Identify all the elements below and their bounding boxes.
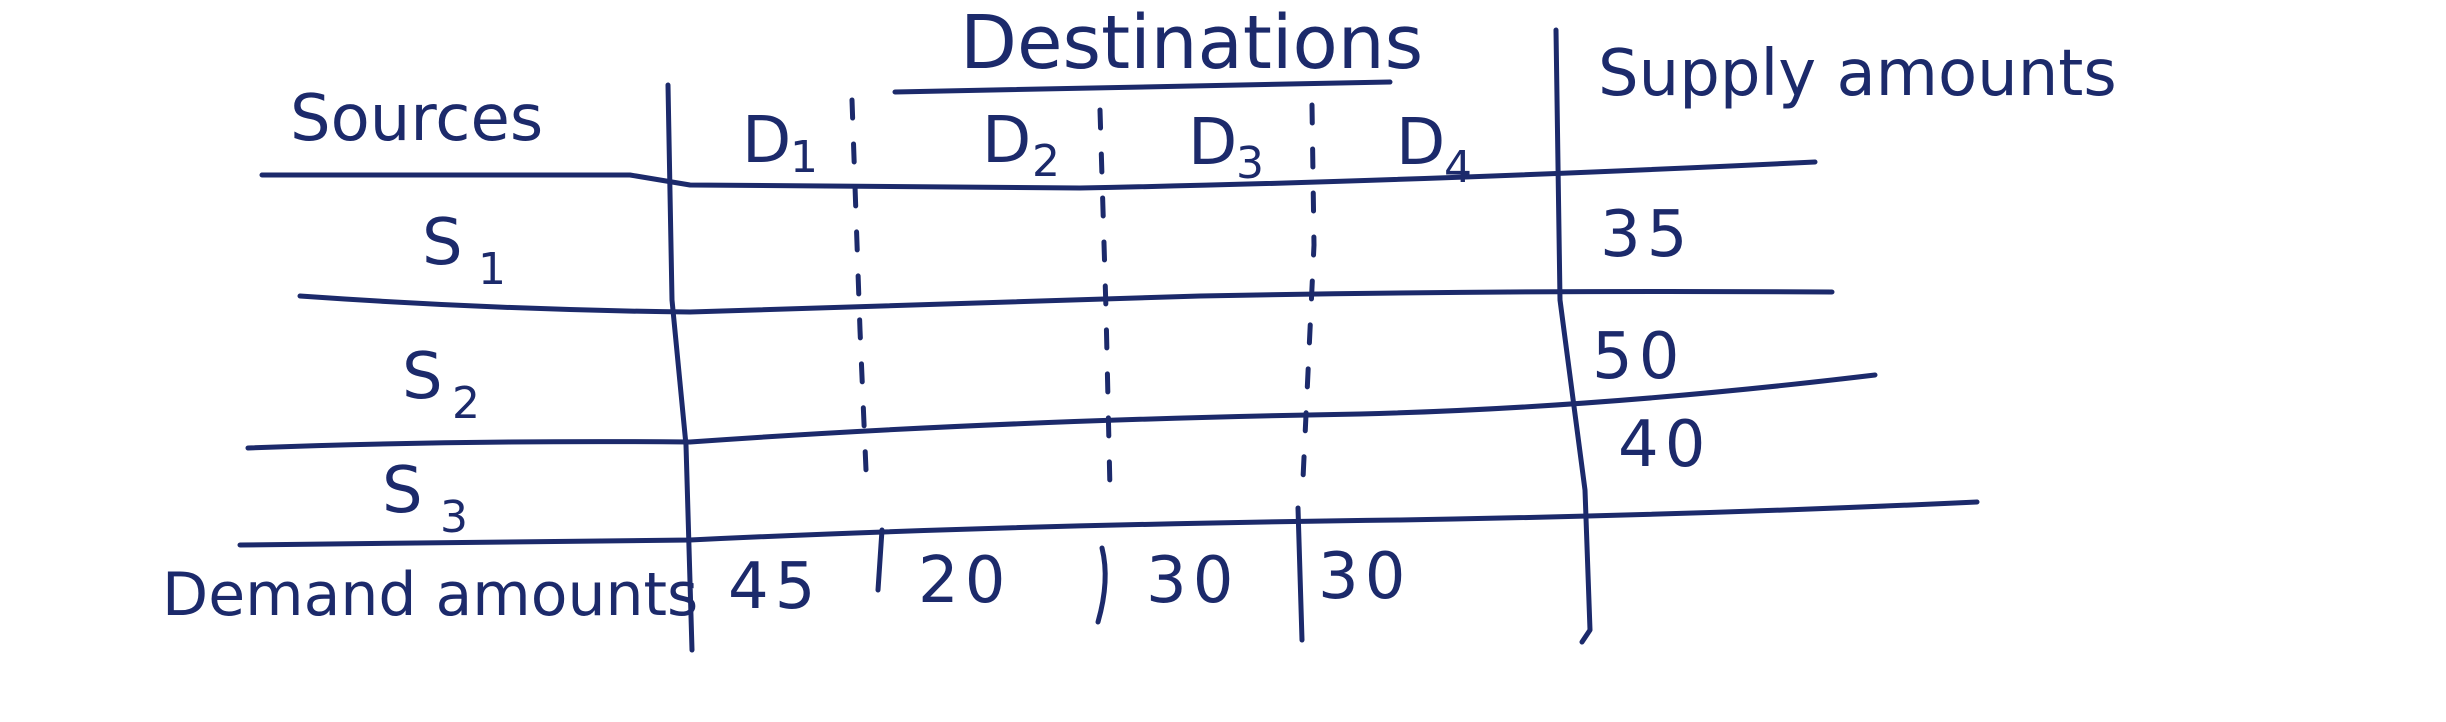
destinations-title: Destinations (960, 0, 1423, 86)
supply-amount-s3: 40 (1618, 408, 1711, 482)
source-S1: S 1 (422, 206, 506, 295)
svg-text:D: D (742, 104, 791, 178)
demand-title: Demand amounts (162, 560, 698, 630)
supply-title: Supply amounts (1598, 37, 2117, 111)
demand-amount-d4: 30 (1318, 540, 1411, 614)
svg-text:D: D (982, 104, 1031, 178)
destination-D1: D 1 (742, 104, 818, 183)
svg-text:S: S (402, 340, 443, 414)
svg-text:4: 4 (1444, 142, 1472, 193)
destination-D4: D 4 (1396, 106, 1472, 193)
demand-amount-d3: 30 (1146, 544, 1239, 618)
svg-text:1: 1 (790, 132, 818, 183)
column-divider-2 (1097, 107, 1113, 493)
column-divider-3 (1299, 102, 1317, 503)
demand-amount-d1: 45 (728, 550, 821, 624)
svg-text:D: D (1188, 106, 1237, 180)
destination-D3: D 3 (1188, 106, 1264, 189)
demand-amount-d2: 20 (918, 544, 1011, 618)
supply-amount-s2: 50 (1592, 320, 1685, 394)
demand-separator-2 (1095, 545, 1108, 625)
demand-rule (237, 499, 1980, 548)
svg-text:2: 2 (1032, 136, 1060, 187)
svg-text:D: D (1396, 106, 1445, 180)
source-S2: S 2 (402, 340, 480, 429)
svg-text:S: S (422, 206, 463, 280)
demand-separator-3 (1295, 505, 1305, 643)
destinations-underline (892, 79, 1393, 95)
svg-text:1: 1 (478, 244, 506, 295)
svg-text:3: 3 (1236, 138, 1264, 189)
supply-amount-s1: 35 (1600, 198, 1693, 272)
svg-text:2: 2 (452, 378, 480, 429)
supply-divider (1553, 27, 1593, 645)
demand-separator-1 (875, 527, 885, 593)
row-rule-2 (245, 372, 1878, 451)
svg-text:S: S (382, 454, 423, 528)
source-S3: S 3 (382, 454, 468, 543)
sources-divider (665, 82, 695, 653)
destination-D2: D 2 (982, 104, 1060, 187)
svg-text:3: 3 (440, 492, 468, 543)
sources-title: Sources (290, 82, 543, 156)
row-rule-1 (297, 289, 1835, 315)
column-divider-1 (849, 97, 869, 473)
